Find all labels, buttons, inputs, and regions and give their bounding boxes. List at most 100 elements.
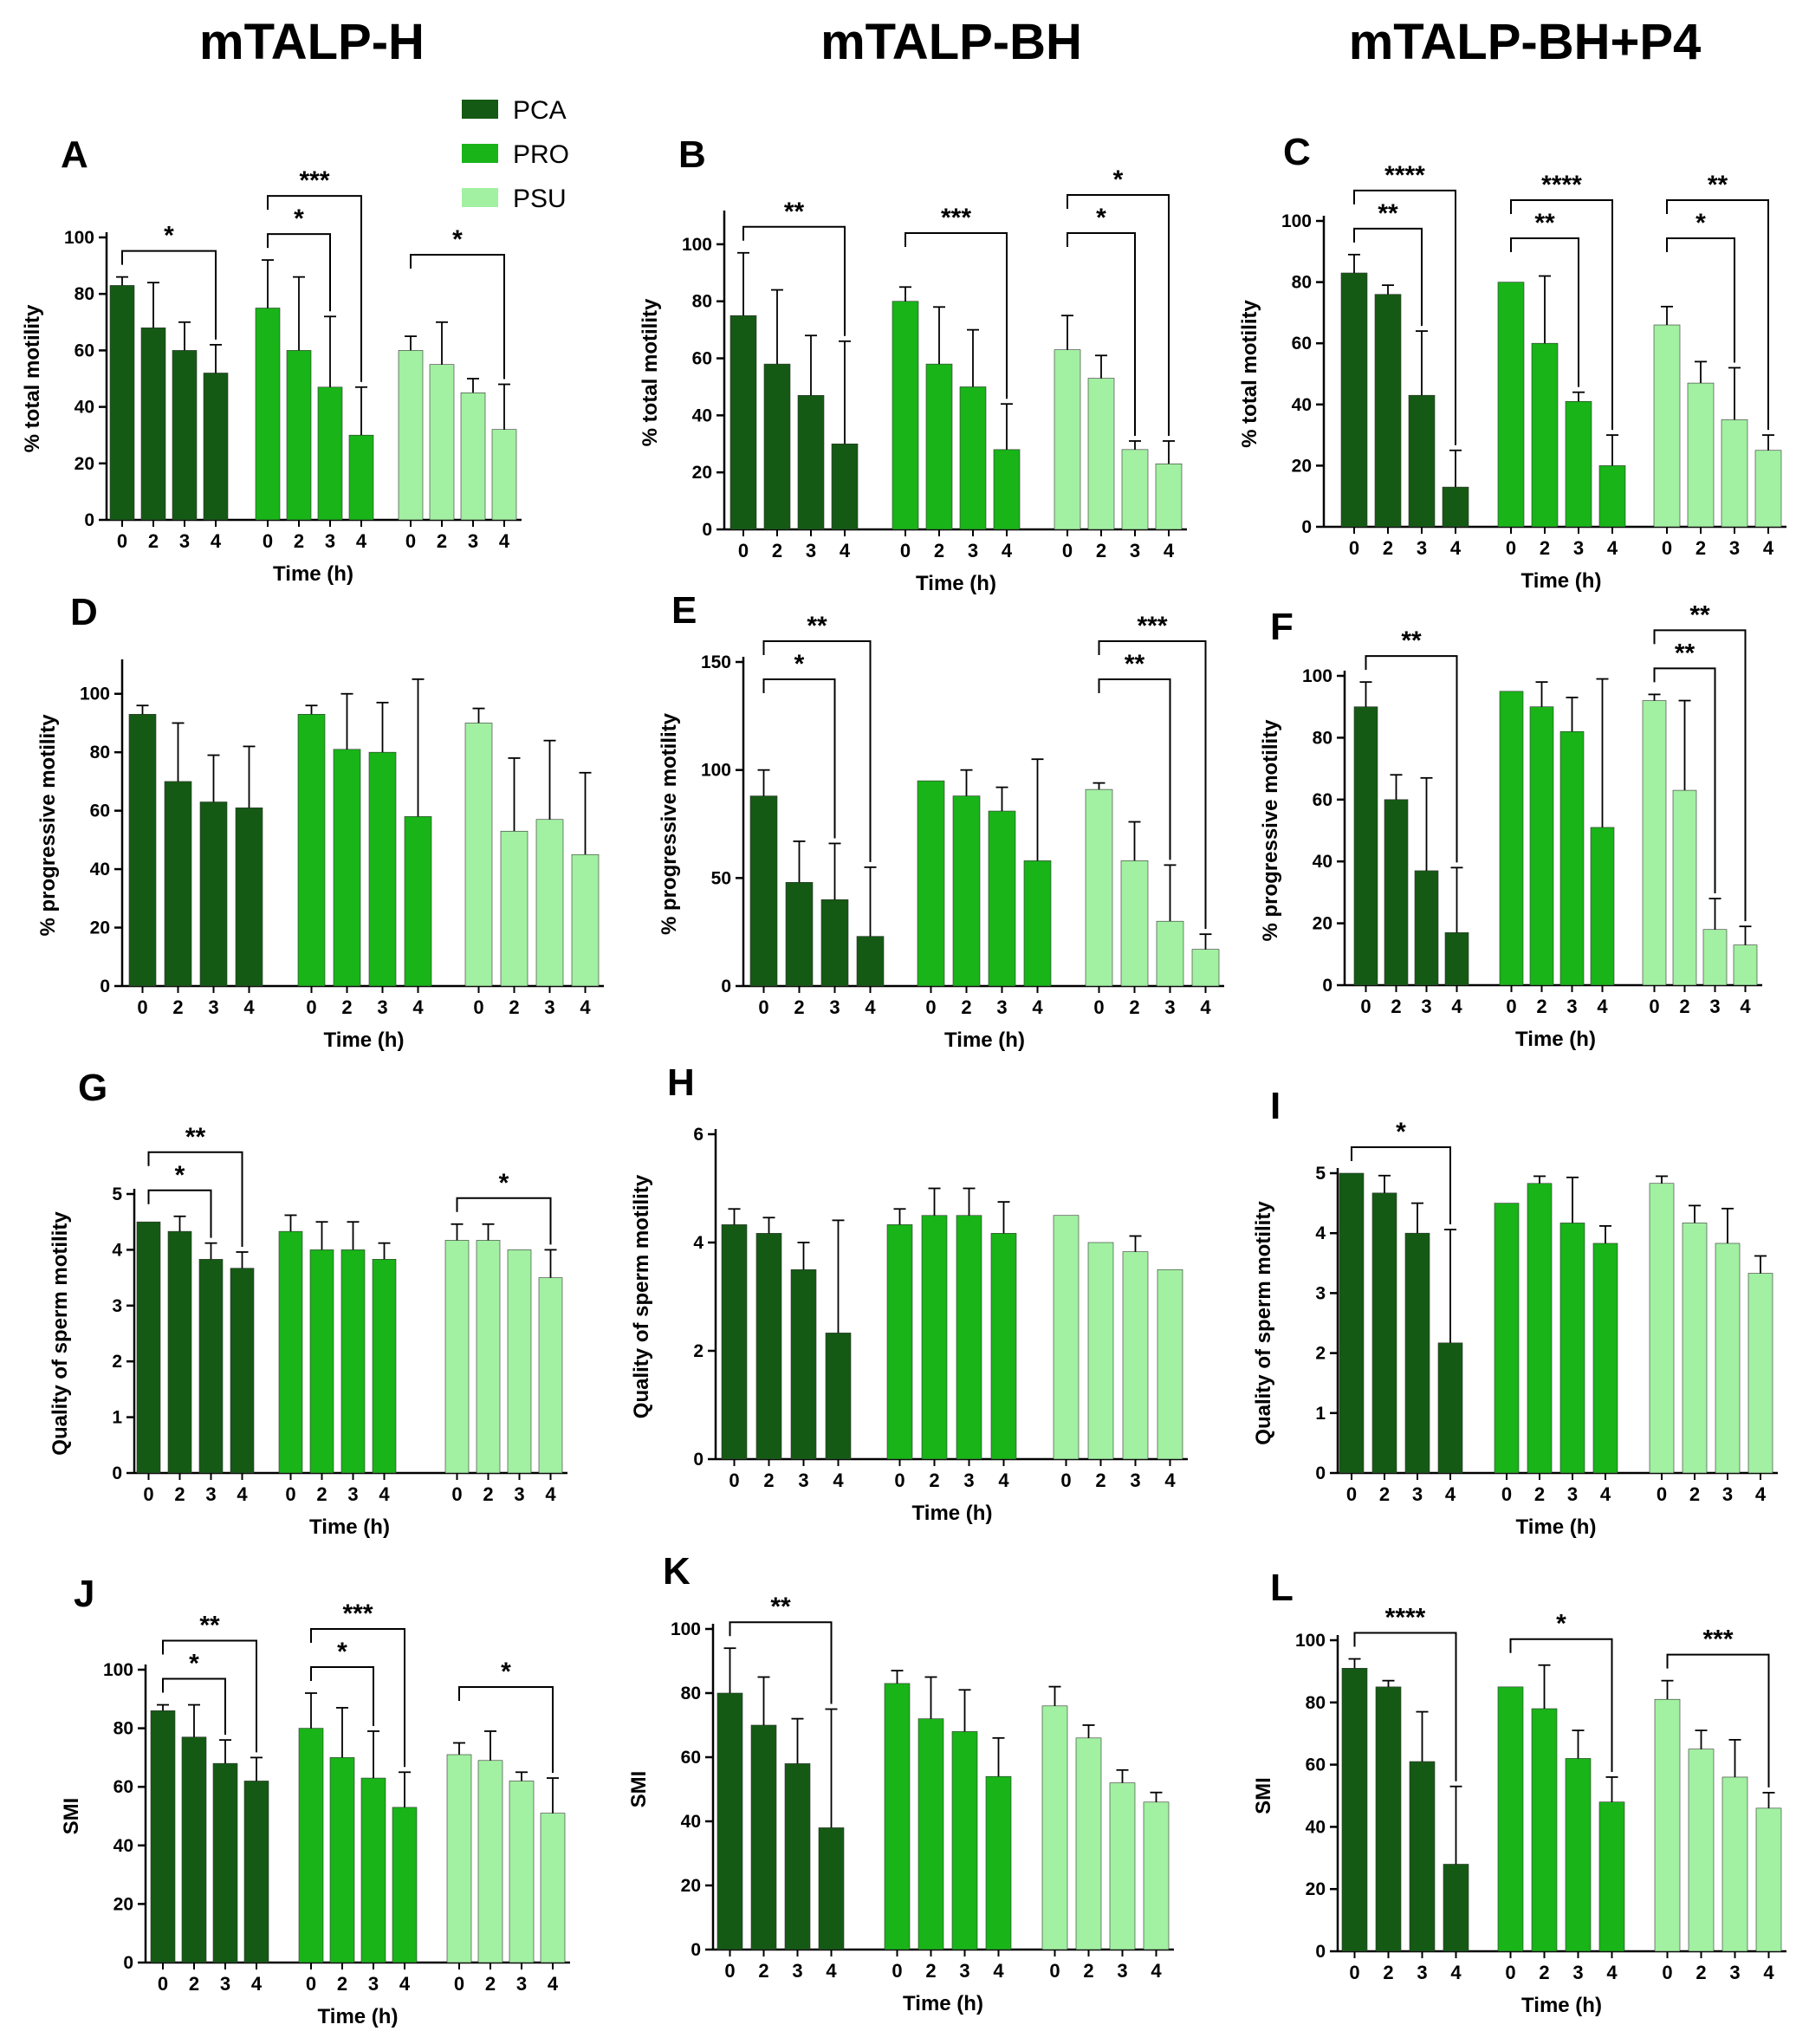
x-tick-label-i: 4 [1755,1483,1767,1505]
x-tick-label-a: 3 [179,530,190,552]
significance-stars-a: * [452,225,463,254]
y-tick-label-k: 0 [691,1940,701,1960]
significance-stars-e: ** [1125,650,1145,678]
bar-k-psu-2 [1109,1782,1136,1950]
significance-bracket-b [1067,194,1170,436]
bar-d-psu-0 [464,723,493,987]
bar-a-pca-3 [203,373,229,521]
x-tick-label-c: 3 [1729,537,1740,559]
x-tick-label-c: 4 [1607,537,1618,559]
x-tick-label-b: 0 [738,540,749,561]
significance-bracket-b [904,232,1008,399]
x-tick-label-f: 3 [1709,996,1720,1017]
bar-b-psu-3 [1155,464,1183,530]
bar-j-psu-3 [540,1813,566,1963]
x-tick-label-j: 4 [548,1973,559,1995]
bar-a-pro-1 [286,350,312,521]
panel-label-k: K [663,1550,691,1593]
chart-h: H 0 2 4 6 Quality of sperm motility 0 2 3 4 0 2 3 4 0 2… [630,1061,1188,1525]
significance-stars-b: * [1113,165,1124,194]
x-tick-label-g: 0 [143,1483,153,1505]
x-tick-label-j: 3 [516,1973,527,1995]
x-tick-label-l: 2 [1696,1962,1706,1983]
bar-d-psu-1 [500,830,528,987]
x-tick-label-h: 4 [998,1470,1009,1491]
bar-e-pca-0 [749,795,778,987]
x-tick-label-j: 3 [220,1973,230,1995]
significance-bracket-g [147,1151,243,1247]
x-tick-label-f: 2 [1391,996,1401,1017]
y-tick-label-d: 100 [80,685,110,704]
x-tick-label-e: 0 [1093,996,1104,1018]
significance-bracket-i [1351,1146,1451,1225]
x-tick-label-i: 4 [1600,1483,1611,1505]
x-tick-label-a: 3 [468,530,478,552]
legend-swatch-pro [462,144,498,163]
bar-f-pro-1 [1529,706,1554,986]
x-tick-label-i: 2 [1534,1483,1545,1505]
x-tick-label-e: 0 [758,996,768,1018]
x-tick-label-e: 4 [1032,996,1043,1018]
significance-bracket-g [456,1197,552,1245]
panel-label-a: A [61,133,88,176]
bar-d-pro-0 [297,714,326,987]
bar-j-pro-2 [360,1777,386,1963]
y-tick-label-e: 100 [701,761,731,781]
x-tick-label-b: 4 [840,540,851,561]
bar-j-psu-2 [509,1781,535,1963]
significance-stars-l: **** [1385,1604,1426,1632]
bar-h-pro-3 [990,1233,1017,1460]
y-tick-label-d: 80 [90,743,110,762]
y-tick-label-a: 0 [84,510,94,530]
significance-stars-a: *** [299,166,329,195]
x-tick-label-g: 2 [316,1483,327,1505]
x-tick-label-g: 3 [205,1483,216,1505]
y-axis-title-g: Quality of sperm motility [49,1211,72,1456]
x-tick-label-i: 2 [1379,1483,1390,1505]
x-tick-label-b: 4 [1164,540,1175,561]
x-tick-label-i: 0 [1346,1483,1357,1505]
x-tick-label-g: 2 [483,1483,493,1505]
bar-e-pca-1 [785,882,814,987]
x-tick-label-k: 2 [758,1960,768,1982]
y-tick-label-c: 80 [1292,273,1312,293]
x-tick-label-h: 3 [963,1470,974,1491]
bar-k-psu-0 [1041,1705,1068,1950]
legend: PCA PRO PSU [462,96,569,213]
x-axis-title-f: Time (h) [1515,1028,1596,1051]
x-tick-label-e: 4 [1200,996,1211,1018]
y-tick-label-g: 5 [112,1184,122,1204]
significance-bracket-f [1653,629,1747,922]
column-title-mtalp-h: mTALP-H [199,14,425,70]
bar-i-psu-0 [1649,1183,1675,1474]
x-tick-label-c: 2 [1383,537,1393,559]
x-tick-label-k: 4 [993,1960,1004,1982]
y-tick-label-j: 100 [103,1660,133,1680]
bar-a-pca-2 [172,350,198,521]
x-tick-label-c: 0 [1349,537,1359,559]
x-tick-label-h: 2 [1095,1470,1106,1491]
x-tick-label-f: 3 [1566,996,1577,1017]
x-tick-label-h: 3 [798,1470,808,1491]
y-axis-title-d: % progressive motility [36,714,60,937]
bar-c-psu-0 [1653,324,1681,528]
x-tick-label-f: 0 [1649,996,1659,1017]
x-tick-label-d: 2 [509,996,519,1018]
x-tick-label-a: 4 [499,530,510,552]
x-tick-label-c: 3 [1417,537,1427,559]
bar-i-pro-3 [1592,1243,1618,1474]
bar-b-pro-0 [892,301,919,530]
x-tick-label-d: 0 [306,996,316,1018]
y-tick-label-j: 20 [113,1894,133,1914]
bar-j-pro-1 [329,1757,355,1963]
x-tick-label-l: 4 [1763,1962,1774,1983]
x-tick-label-d: 0 [473,996,483,1018]
bar-g-psu-3 [538,1277,563,1474]
x-tick-label-k: 4 [1151,1960,1162,1982]
significance-stars-e: *** [1137,612,1167,640]
x-tick-label-f: 2 [1536,996,1546,1017]
x-tick-label-g: 3 [514,1483,524,1505]
x-tick-label-c: 4 [1450,537,1462,559]
x-tick-label-j: 0 [454,1973,464,1995]
